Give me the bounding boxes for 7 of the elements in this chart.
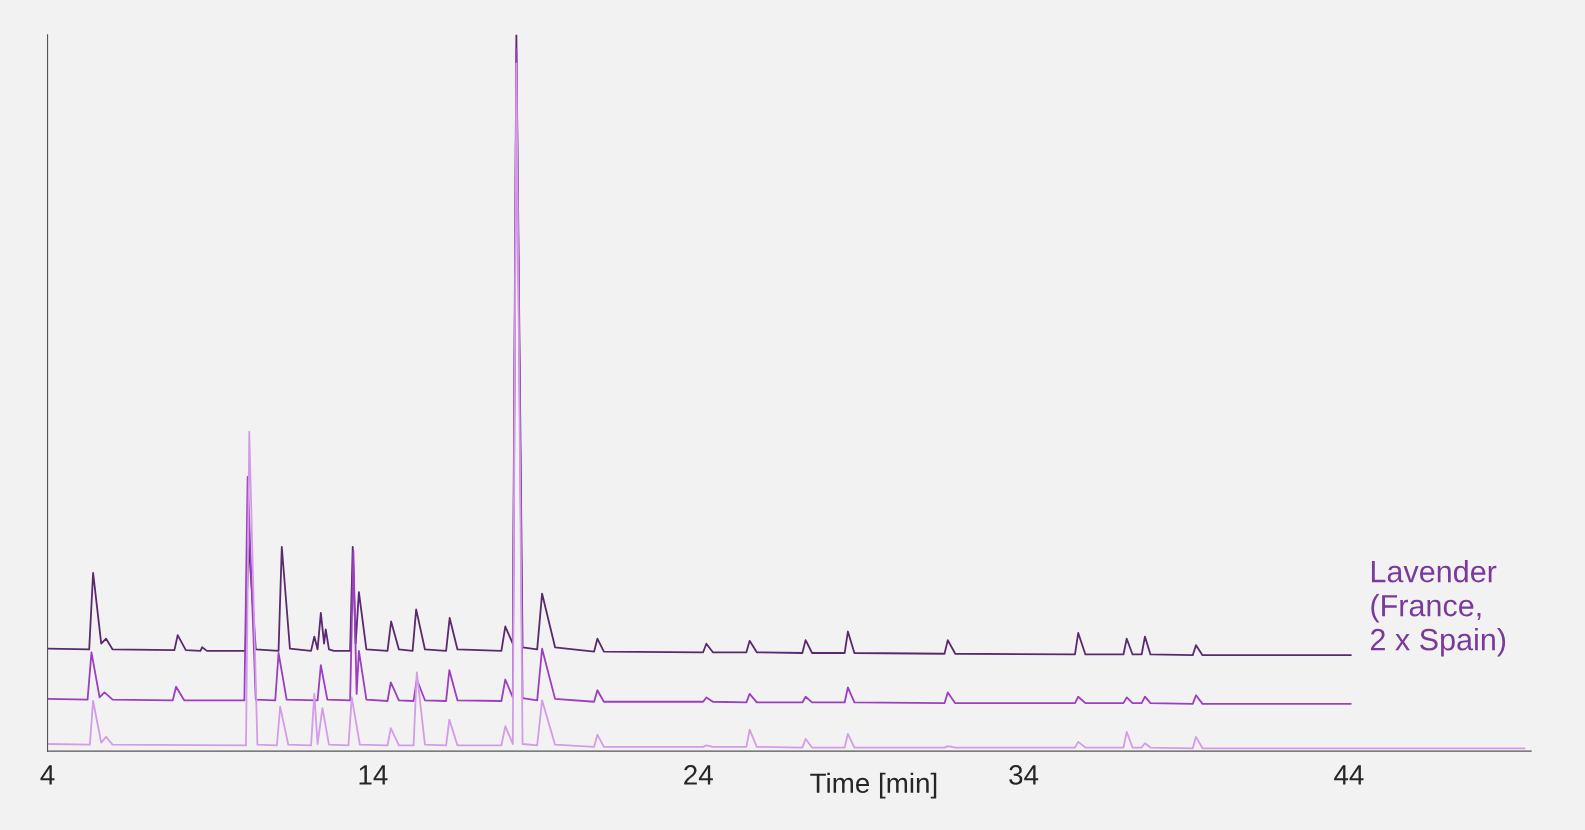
x-tick-label: 34 xyxy=(1009,765,1039,785)
annotation: Lavender (France, 2 x Spain) xyxy=(1370,560,1506,657)
x-tick-label: 4 xyxy=(40,765,55,785)
x-tick-label: 44 xyxy=(1334,765,1364,785)
x-tick-label: 14 xyxy=(359,765,388,785)
x-tick-label: 24 xyxy=(684,765,713,785)
x-axis-title: Time [min] xyxy=(810,772,937,799)
